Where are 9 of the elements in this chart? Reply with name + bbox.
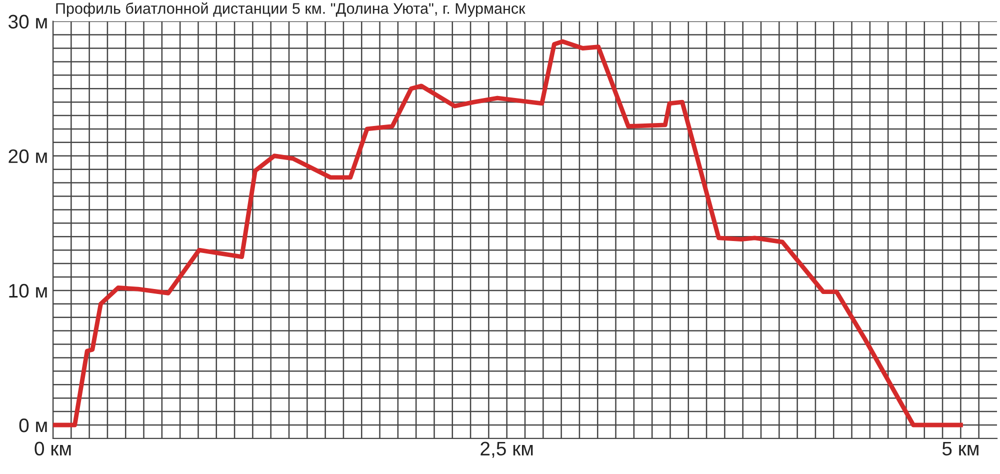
y-tick-label: 10 м [9, 284, 47, 298]
y-tick-label: 20 м [8, 149, 47, 164]
x-tick-label: 5 км [942, 442, 978, 456]
y-tick-label: 0 м [19, 418, 47, 432]
x-tick-label: 2,5 км [480, 442, 533, 458]
y-tick-label: 30 м [8, 14, 47, 29]
line-series [53, 39, 963, 428]
chart-title: Профиль биатлонной дистанции 5 км. "Долина Уюта", г. Мурманск [56, 2, 526, 17]
x-tick-label: 0 км [34, 442, 71, 456]
